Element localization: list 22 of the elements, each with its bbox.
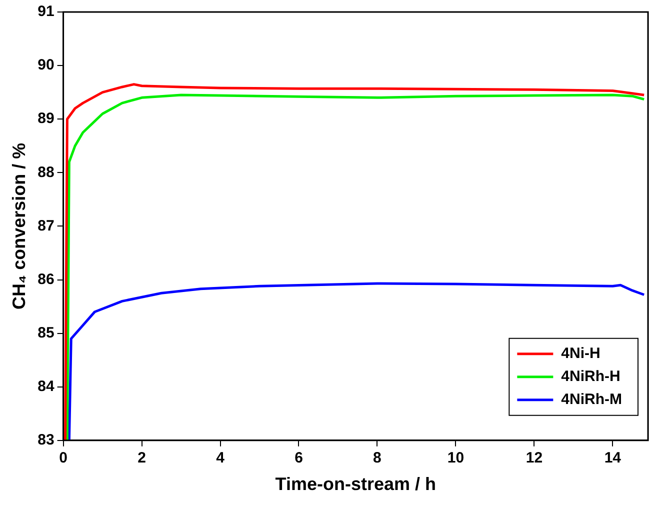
y-tick-label: 86 bbox=[38, 270, 54, 288]
y-tick-label: 84 bbox=[38, 378, 55, 395]
x-tick-label: 14 bbox=[604, 450, 622, 467]
y-tick-label: 89 bbox=[38, 110, 54, 128]
y-tick-label: 88 bbox=[38, 164, 54, 181]
x-tick-label: 10 bbox=[447, 450, 464, 467]
x-tick-label: 4 bbox=[216, 450, 226, 467]
x-tick-label: 2 bbox=[138, 450, 146, 467]
y-tick-label: 85 bbox=[38, 324, 54, 342]
y-tick-label: 83 bbox=[38, 432, 54, 449]
x-tick-label: 12 bbox=[526, 450, 543, 467]
legend-label: 4NiRh-H bbox=[561, 368, 620, 386]
legend-label: 4NiRh-M bbox=[561, 391, 622, 408]
x-axis-title: Time-on-stream / h bbox=[275, 474, 436, 494]
y-axis-title: CH₄ conversion / % bbox=[8, 142, 29, 310]
legend-label: 4Ni-H bbox=[561, 345, 600, 362]
x-tick-label: 0 bbox=[59, 450, 68, 467]
x-tick-label: 6 bbox=[294, 450, 303, 467]
y-tick-label: 90 bbox=[38, 56, 54, 74]
y-tick-label: 87 bbox=[38, 217, 54, 234]
y-tick-label: 91 bbox=[38, 3, 54, 20]
x-tick-label: 8 bbox=[373, 450, 382, 467]
